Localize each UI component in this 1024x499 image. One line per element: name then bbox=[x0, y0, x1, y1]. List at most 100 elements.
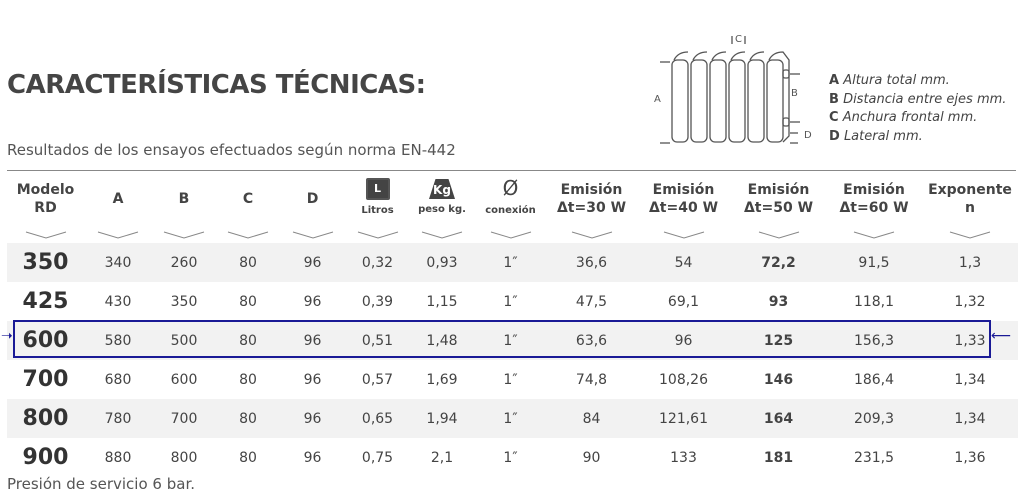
table-cell: 1,34 bbox=[954, 371, 986, 388]
liters-icon: L bbox=[365, 178, 390, 200]
table-cell: 118,1 bbox=[853, 293, 895, 310]
table-cell: 80 bbox=[216, 243, 280, 282]
table-cell: 350 bbox=[170, 293, 198, 310]
table-cell: 1,34 bbox=[922, 399, 1018, 438]
table-cell: 156,3 bbox=[826, 321, 922, 360]
table-cell: 80 bbox=[216, 399, 280, 438]
table-row: 600 580 500 80 96 0,51 1,48 1″ 63,6 96 125 156,3 1,3… bbox=[7, 321, 1018, 360]
table-cell: 96 bbox=[280, 399, 345, 438]
header-modelo: Modelo RD bbox=[16, 182, 75, 216]
diameter-icon: Ø bbox=[502, 175, 519, 200]
chevron-icon bbox=[410, 227, 474, 243]
diagram-label-d: D bbox=[804, 130, 812, 141]
table-cell: 0,57 bbox=[361, 371, 394, 388]
header-a: A bbox=[112, 191, 124, 207]
table-cell: 80 bbox=[239, 293, 257, 310]
table-cell: 1″ bbox=[474, 243, 547, 282]
table-cell: 96 bbox=[280, 243, 345, 282]
chevron-icon bbox=[826, 227, 922, 243]
table-cell: 96 bbox=[303, 293, 322, 310]
table-cell: 1″ bbox=[474, 399, 547, 438]
table-cell: 1,3 bbox=[922, 243, 1018, 282]
table-cell: 125 bbox=[731, 321, 826, 360]
legend-item: B Distancia entre ejes mm. bbox=[829, 91, 1007, 107]
header-emision-40: Emisión Δt=40 W bbox=[648, 182, 719, 216]
table-cell: 96 bbox=[636, 321, 731, 360]
table-cell: 1,48 bbox=[410, 321, 474, 360]
table-cell: 500 bbox=[152, 321, 216, 360]
table-cell: 121,61 bbox=[636, 399, 731, 438]
table-row: 900 880 800 80 96 0,75 2,1 1″ 90 133 181 231,5 1,36 bbox=[7, 438, 1018, 477]
table-cell: 146 bbox=[763, 371, 794, 388]
table-cell: 0,93 bbox=[410, 243, 474, 282]
table-cell: 91,5 bbox=[826, 243, 922, 282]
header-litros: L Litros bbox=[345, 171, 410, 227]
header-d: D bbox=[306, 191, 319, 207]
table-cell: 90 bbox=[582, 449, 601, 466]
table-cell: 680 bbox=[104, 371, 132, 388]
chevron-icon bbox=[922, 227, 1018, 243]
table-cell: 0,39 bbox=[361, 293, 394, 310]
table-cell: 0,75 bbox=[361, 449, 394, 466]
table-cell: 74,8 bbox=[575, 371, 608, 388]
dimension-legend: A Altura total mm. B Distancia entre eje… bbox=[829, 72, 1006, 146]
table-cell: 209,3 bbox=[826, 399, 922, 438]
table-cell: 1,94 bbox=[410, 399, 474, 438]
table-cell: 1″ bbox=[503, 293, 518, 310]
table-row: 800 780 700 80 96 0,65 1,94 1″ 84 121,61 164 209,3 1… bbox=[7, 399, 1018, 438]
header-emision-60: Emisión Δt=60 W bbox=[839, 182, 909, 216]
table-cell: 260 bbox=[152, 243, 216, 282]
table-cell: 96 bbox=[303, 449, 322, 466]
model-cell: 900 bbox=[22, 445, 69, 470]
legend-item: D Lateral mm. bbox=[829, 128, 923, 144]
table-cell: 80 bbox=[239, 371, 257, 388]
header-emision-50: Emisión Δt=50 W bbox=[743, 182, 814, 216]
diagram-label-c: C bbox=[735, 34, 742, 45]
chevron-icon bbox=[152, 227, 216, 243]
chevron-icon bbox=[345, 227, 410, 243]
model-cell: 600 bbox=[7, 321, 84, 360]
left-arrow-icon: ➝ bbox=[1, 328, 13, 344]
table-cell: 231,5 bbox=[853, 449, 895, 466]
table-cell: 164 bbox=[731, 399, 826, 438]
chevron-icon bbox=[280, 227, 345, 243]
model-cell: 350 bbox=[7, 243, 84, 282]
chevron-icon bbox=[474, 227, 547, 243]
chevron-icon bbox=[636, 227, 731, 243]
right-arrow-icon: ⟵ bbox=[991, 328, 1012, 344]
table-cell: 780 bbox=[84, 399, 152, 438]
header-c: C bbox=[242, 191, 254, 207]
table-cell: 0,51 bbox=[345, 321, 410, 360]
legend-item: C Anchura frontal mm. bbox=[829, 110, 978, 125]
chevron-icon bbox=[7, 227, 84, 243]
header-peso: Kg peso kg. bbox=[410, 171, 474, 227]
table-cell: 108,26 bbox=[659, 371, 708, 388]
table-cell: 800 bbox=[170, 449, 198, 466]
table-row: 700 680 600 80 96 0,57 1,69 1″ 74,8 108,26 146 186,… bbox=[7, 360, 1018, 399]
highlighted-row-box bbox=[13, 320, 991, 358]
table-cell: 0,65 bbox=[345, 399, 410, 438]
weight-icon: Kg bbox=[429, 179, 455, 199]
table-cell: 880 bbox=[104, 449, 132, 466]
table-row: 350 340 260 80 96 0,32 0,93 1″ 36,6 54 72,2 91,5 1,3 bbox=[7, 243, 1018, 282]
table-cell: 1,15 bbox=[426, 293, 458, 310]
radiator-diagram: A B C D bbox=[654, 34, 812, 144]
diagram-label-a: A bbox=[654, 94, 661, 105]
table-cell: 181 bbox=[763, 449, 794, 466]
page-title: CARACTERÍSTICAS TÉCNICAS: bbox=[7, 70, 426, 100]
table-cell: 96 bbox=[280, 321, 345, 360]
legend-item: A Altura total mm. bbox=[829, 73, 950, 88]
table-cell: 93 bbox=[768, 293, 789, 310]
table-cell: 133 bbox=[670, 449, 697, 466]
chevron-icon bbox=[547, 227, 636, 243]
table-cell: 1,33 bbox=[922, 321, 1018, 360]
header-b: B bbox=[178, 191, 190, 207]
table-cell: 63,6 bbox=[547, 321, 636, 360]
model-cell: 425 bbox=[22, 289, 69, 314]
table-cell: 69,1 bbox=[667, 293, 700, 310]
table-cell: 1,69 bbox=[426, 371, 458, 388]
chevron-icon bbox=[731, 227, 826, 243]
table-cell: 72,2 bbox=[731, 243, 826, 282]
